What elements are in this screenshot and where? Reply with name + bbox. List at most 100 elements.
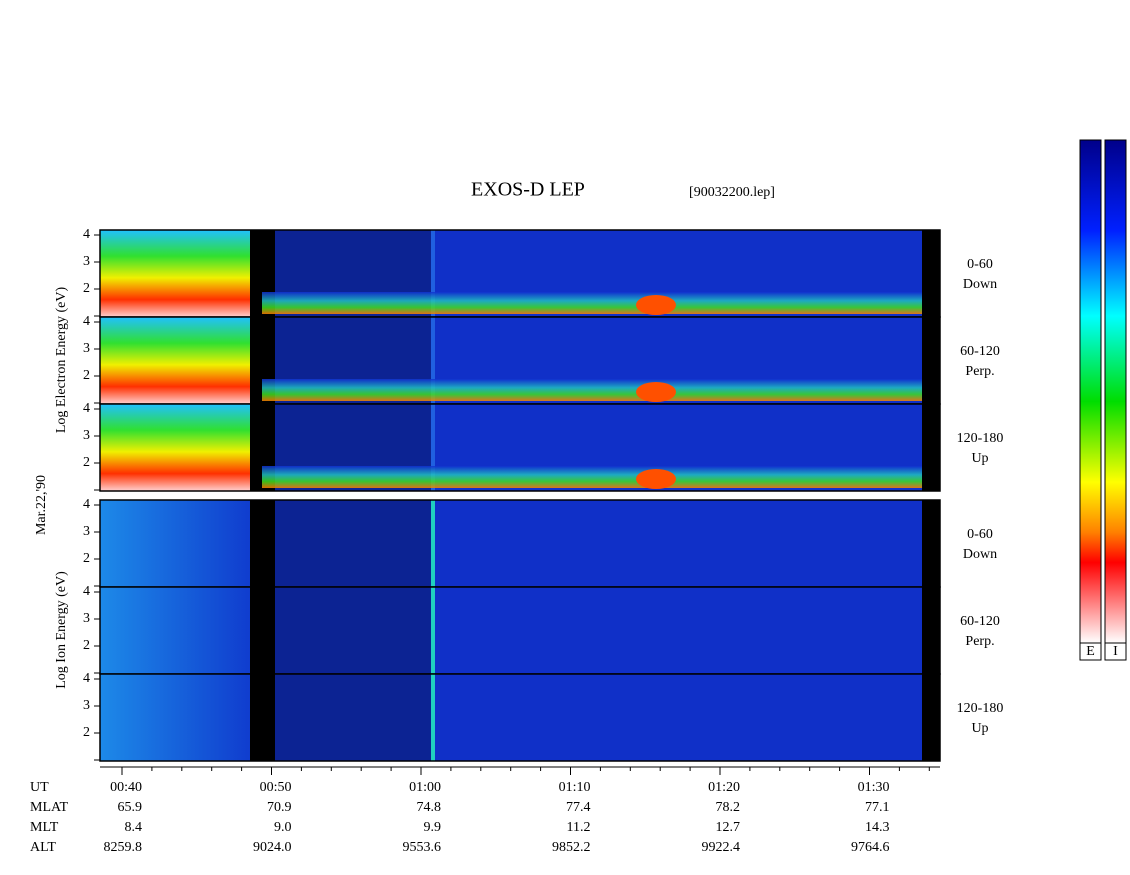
- colorbar: [1079, 139, 1102, 644]
- row-value: 77.1: [865, 800, 890, 815]
- ion-axis-label: Log Ion Energy (eV): [54, 571, 69, 689]
- panel-range: 0-60: [967, 527, 993, 542]
- row-value: 74.8: [417, 800, 442, 815]
- row-value: 01:00: [409, 780, 441, 795]
- row-value: 00:40: [110, 780, 142, 795]
- row-value: 77.4: [566, 800, 591, 815]
- y-tick-label: 4: [83, 671, 90, 686]
- y-tick-label: 3: [83, 524, 90, 539]
- low-band: [262, 292, 922, 314]
- panel-direction: Perp.: [965, 364, 994, 379]
- spike: [431, 230, 435, 317]
- y-tick-label: 4: [83, 584, 90, 599]
- row-value: 9852.2: [552, 840, 591, 855]
- y-tick-label: 2: [83, 725, 90, 740]
- spike: [431, 404, 435, 491]
- row-value: 01:10: [559, 780, 591, 795]
- row-value: 8.4: [125, 820, 143, 835]
- spike: [431, 587, 435, 674]
- y-tick-label: 3: [83, 341, 90, 356]
- row-value: 00:50: [260, 780, 292, 795]
- row-value: 12.7: [716, 820, 741, 835]
- title: EXOS-D LEP: [471, 179, 585, 201]
- hot-spot: [636, 382, 676, 402]
- data-gap: [250, 500, 275, 587]
- row-value: 01:30: [858, 780, 890, 795]
- y-tick-label: 4: [83, 227, 90, 242]
- row-value: 11.2: [567, 820, 591, 835]
- y-tick-label: 3: [83, 611, 90, 626]
- colorbar: [1104, 139, 1127, 644]
- file-name: [90032200.lep]: [689, 185, 775, 200]
- row-value: 9024.0: [253, 840, 292, 855]
- y-tick-label: 3: [83, 254, 90, 269]
- panel-direction: Down: [963, 547, 997, 562]
- y-tick-label: 2: [83, 281, 90, 296]
- row-name: MLAT: [30, 800, 69, 815]
- y-tick-label: 3: [83, 698, 90, 713]
- row-value: 78.2: [716, 800, 741, 815]
- data-gap: [922, 674, 940, 761]
- spike: [431, 674, 435, 761]
- row-value: 9553.6: [403, 840, 442, 855]
- warm-region: [100, 500, 250, 587]
- row-value: 70.9: [267, 800, 292, 815]
- row-name: UT: [30, 780, 49, 795]
- date-label: Mar.22,'90: [34, 475, 49, 535]
- data-gap: [922, 500, 940, 587]
- hot-region: [100, 404, 250, 491]
- panel-frame: [99, 673, 941, 762]
- hot-region: [100, 230, 250, 317]
- low-band: [262, 379, 922, 401]
- y-tick-label: 4: [83, 497, 90, 512]
- panel-range: 120-180: [957, 701, 1004, 716]
- electron-axis-label: Log Electron Energy (eV): [54, 287, 69, 434]
- row-value: 9.9: [424, 820, 442, 835]
- hot-spot: [636, 469, 676, 489]
- panel-range: 60-120: [960, 614, 1000, 629]
- data-gap: [922, 230, 940, 317]
- row-value: 65.9: [118, 800, 143, 815]
- y-tick-label: 2: [83, 455, 90, 470]
- spike: [431, 317, 435, 404]
- colorbar-label: E: [1086, 644, 1095, 659]
- panel-range: 60-120: [960, 344, 1000, 359]
- data-gap: [250, 674, 275, 761]
- row-value: 9.0: [274, 820, 292, 835]
- panel-direction: Perp.: [965, 634, 994, 649]
- row-value: 01:20: [708, 780, 740, 795]
- spike: [431, 500, 435, 587]
- y-tick-label: 2: [83, 368, 90, 383]
- y-tick-label: 2: [83, 638, 90, 653]
- row-value: 14.3: [865, 820, 890, 835]
- hot-spot: [636, 295, 676, 315]
- noise: [275, 500, 432, 587]
- colorbar-label-box: [1104, 642, 1127, 661]
- data-gap: [250, 587, 275, 674]
- row-name: MLT: [30, 820, 59, 835]
- y-tick-label: 3: [83, 428, 90, 443]
- colorbar-label-box: [1079, 642, 1102, 661]
- panel-range: 0-60: [967, 257, 993, 272]
- y-tick-label: 2: [83, 551, 90, 566]
- data-gap: [922, 587, 940, 674]
- y-tick-label: 4: [83, 314, 90, 329]
- warm-region: [100, 674, 250, 761]
- hot-region: [100, 317, 250, 404]
- colorbar-label: I: [1113, 644, 1118, 659]
- row-value: 9922.4: [702, 840, 741, 855]
- row-name: ALT: [30, 840, 56, 855]
- row-value: 9764.6: [851, 840, 890, 855]
- panel-direction: Down: [963, 277, 997, 292]
- noise: [275, 674, 432, 761]
- y-tick-label: 4: [83, 401, 90, 416]
- data-gap: [922, 404, 940, 491]
- low-band: [262, 466, 922, 488]
- panel-range: 120-180: [957, 431, 1004, 446]
- row-value: 8259.8: [104, 840, 143, 855]
- noise: [275, 587, 432, 674]
- panel-frame: [99, 403, 941, 492]
- panel-direction: Up: [971, 451, 988, 466]
- panel-direction: Up: [971, 721, 988, 736]
